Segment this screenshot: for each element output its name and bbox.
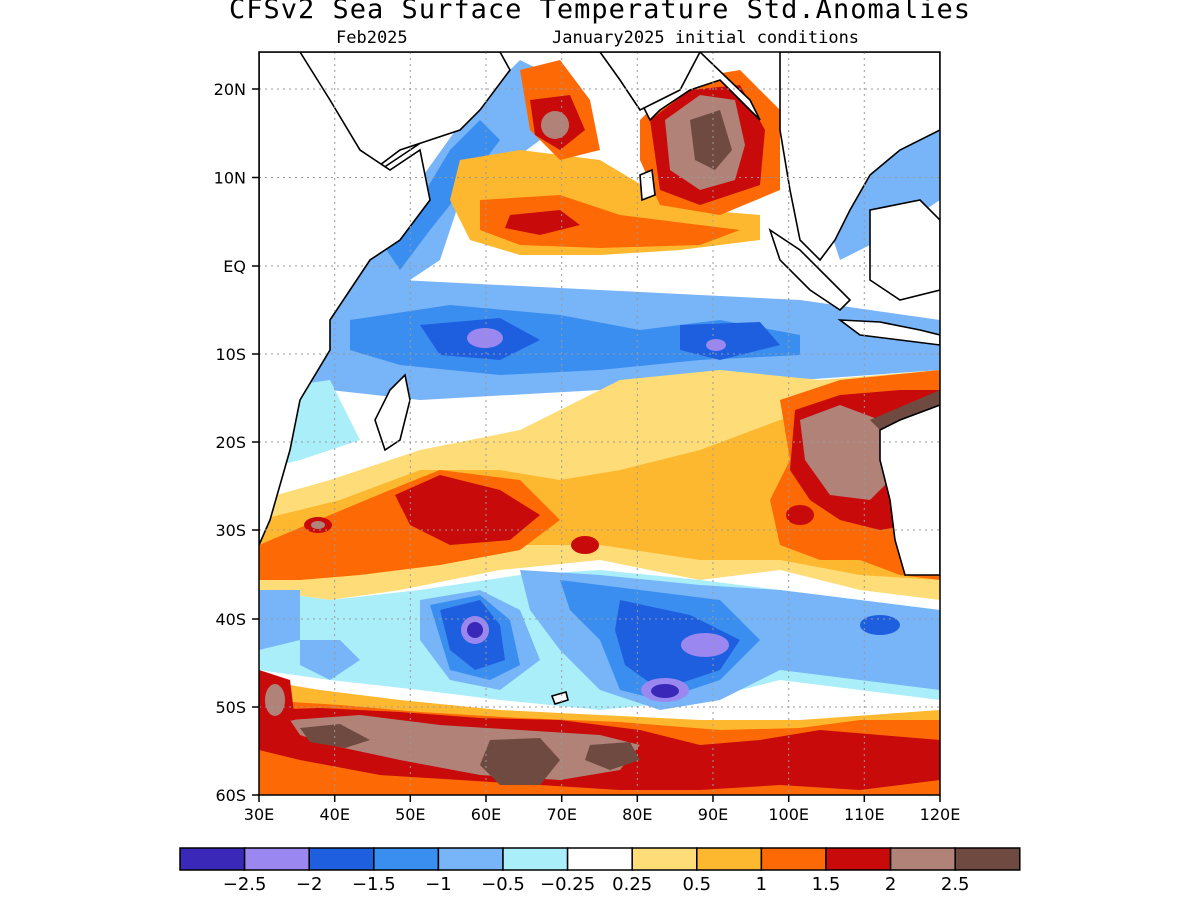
- colorbar-label: −1: [425, 874, 452, 895]
- east-africa-land: [259, 52, 431, 546]
- initial-conditions-label: January2025 initial conditions: [552, 28, 860, 48]
- lat-label-30s: 30S: [215, 521, 246, 540]
- lon-label-60e: 60E: [471, 805, 501, 824]
- colorbar-label: 2: [885, 874, 896, 895]
- colorbar-label: 0.5: [682, 874, 711, 895]
- lat-label-20s: 20S: [215, 433, 246, 452]
- colorbar-swatch: [566, 847, 633, 871]
- colorbar-label: 2.5: [941, 874, 970, 895]
- lat-label-10s: 10S: [215, 345, 246, 364]
- lon-label-50e: 50E: [395, 805, 425, 824]
- colorbar-swatch: [760, 847, 827, 871]
- lat-label-10n: 10N: [214, 169, 246, 188]
- colorbar-label: −0.25: [540, 874, 595, 895]
- lat-label-eq: EQ: [223, 257, 246, 276]
- colorbar-label: −1.5: [352, 874, 396, 895]
- lat-label-60s: 60S: [215, 786, 246, 805]
- kerguelen-island: [550, 691, 569, 705]
- java-land: [837, 319, 940, 346]
- madagascar-land: [374, 373, 411, 452]
- colorbar-swatch: [437, 847, 504, 871]
- lon-label-70e: 70E: [546, 805, 576, 824]
- colorbar-swatch: [825, 847, 892, 871]
- colorbar-swatch: [954, 847, 1021, 871]
- colorbar: −2.5 −2 −1.5 −1 −0.5 −0.25 0.25 0.5 1 1.5 2 2.5: [179, 847, 1021, 895]
- colorbar-label: −2.5: [223, 874, 267, 895]
- lon-label-120e: 120E: [920, 805, 961, 824]
- colorbar-swatch: [373, 847, 440, 871]
- lon-label-30e: 30E: [244, 805, 274, 824]
- colorbar-swatch: [179, 847, 246, 871]
- lon-label-100e: 100E: [768, 805, 809, 824]
- target-month-label: Feb2025: [336, 28, 408, 48]
- lon-label-80e: 80E: [622, 805, 652, 824]
- lon-label-110e: 110E: [844, 805, 885, 824]
- map-gridlines: [259, 52, 940, 795]
- sumatra-land: [768, 228, 852, 312]
- colorbar-label: −2: [296, 874, 323, 895]
- sri-lanka-land: [639, 168, 656, 202]
- lat-label-20n: 20N: [214, 80, 246, 99]
- lon-label-40e: 40E: [319, 805, 349, 824]
- colorbar-swatch: [502, 847, 569, 871]
- colorbar-swatch: [889, 847, 956, 871]
- colorbar-label: 1: [756, 874, 767, 895]
- colorbar-label: 0.25: [612, 874, 652, 895]
- chart-title: CFSv2 Sea Surface Temperature Std.Anomal…: [229, 0, 971, 25]
- australia-land: [879, 404, 940, 576]
- lat-label-50s: 50S: [215, 698, 246, 717]
- colorbar-swatch: [696, 847, 763, 871]
- colorbar-swatch: [243, 847, 310, 871]
- borneo-land: [869, 199, 940, 301]
- colorbar-label: −0.5: [481, 874, 525, 895]
- colorbar-swatch: [631, 847, 698, 871]
- lon-label-90e: 90E: [698, 805, 728, 824]
- colorbar-swatch: [308, 847, 375, 871]
- indian-peninsula-land: [560, 52, 701, 112]
- colorbar-label: 1.5: [812, 874, 841, 895]
- axis-tick-marks: [252, 88, 941, 802]
- lat-label-40s: 40S: [215, 610, 246, 629]
- map-frame: [258, 51, 941, 796]
